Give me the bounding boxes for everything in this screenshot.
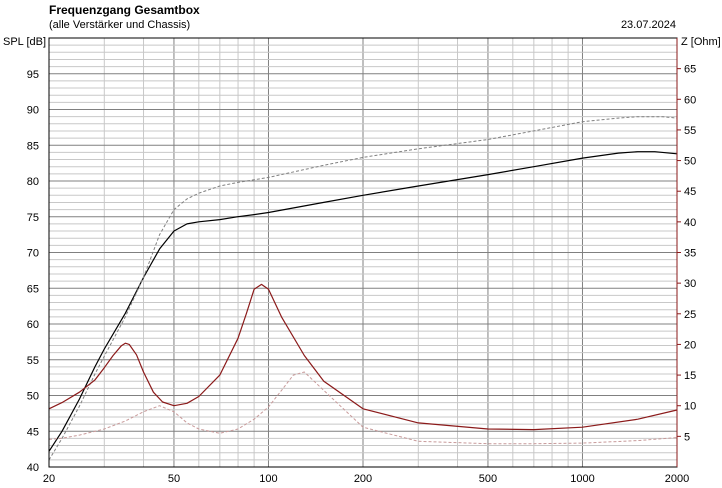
tick-labels: 20 50 100 200 500 1000 2000 40 45 50 55 60 65 70 75 80 8… (27, 64, 697, 485)
y2-axis-label: Z [Ohm] (681, 36, 721, 48)
x-tick-label: 100 (259, 473, 277, 485)
y-tick-label: 75 (27, 212, 39, 224)
y2-tick-label: 15 (684, 370, 696, 382)
y-tick-label: 50 (27, 391, 39, 403)
series-line-1 (48, 151, 678, 452)
series-line-3 (48, 283, 678, 431)
y2-tick-label: 30 (684, 278, 696, 290)
chart-title: Frequenzgang Gesamtbox (49, 3, 200, 17)
x-tick-label: 2000 (665, 473, 689, 485)
grid (49, 38, 677, 467)
y2-tick-label: 60 (684, 94, 696, 106)
y-tick-label: 65 (27, 283, 39, 295)
chart-subtitle: (alle Verstärker und Chassis) (49, 19, 191, 31)
x-tick-label: 20 (43, 473, 55, 485)
y-tick-label: 95 (27, 69, 39, 81)
y2-tick-label: 5 (684, 431, 690, 443)
series-line-4 (48, 371, 678, 445)
x-tick-label: 50 (168, 473, 180, 485)
y2-tick-label: 25 (684, 309, 696, 321)
x-tick-label: 500 (479, 473, 497, 485)
series-line-2 (48, 116, 678, 461)
y2-tick-label: 35 (684, 248, 696, 260)
plot-frame (48, 37, 681, 468)
y2-tick-label: 45 (684, 186, 696, 198)
y2-tick-label: 10 (684, 401, 696, 413)
y2-tick-label: 40 (684, 217, 696, 229)
y-tick-label: 80 (27, 176, 39, 188)
y2-tick-label: 20 (684, 339, 696, 351)
chart-date: 23.07.2024 (620, 19, 676, 31)
y2-tick-label: 55 (684, 125, 696, 137)
y-axis-label: SPL [dB] (3, 36, 47, 48)
y-tick-label: 55 (27, 355, 39, 367)
y-tick-label: 90 (27, 105, 39, 117)
y-tick-label: 70 (27, 248, 39, 260)
x-tick-label: 200 (354, 473, 372, 485)
y2-tick-label: 65 (684, 64, 696, 76)
y-tick-label: 40 (27, 462, 39, 474)
x-tick-label: 1000 (570, 473, 594, 485)
y2-tick-label: 50 (684, 156, 696, 168)
y-tick-label: 85 (27, 140, 39, 152)
series-group (48, 116, 678, 461)
y-tick-label: 60 (27, 319, 39, 331)
y-tick-label: 45 (27, 426, 39, 438)
